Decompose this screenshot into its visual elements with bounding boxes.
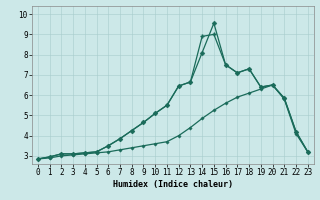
X-axis label: Humidex (Indice chaleur): Humidex (Indice chaleur) xyxy=(113,180,233,189)
